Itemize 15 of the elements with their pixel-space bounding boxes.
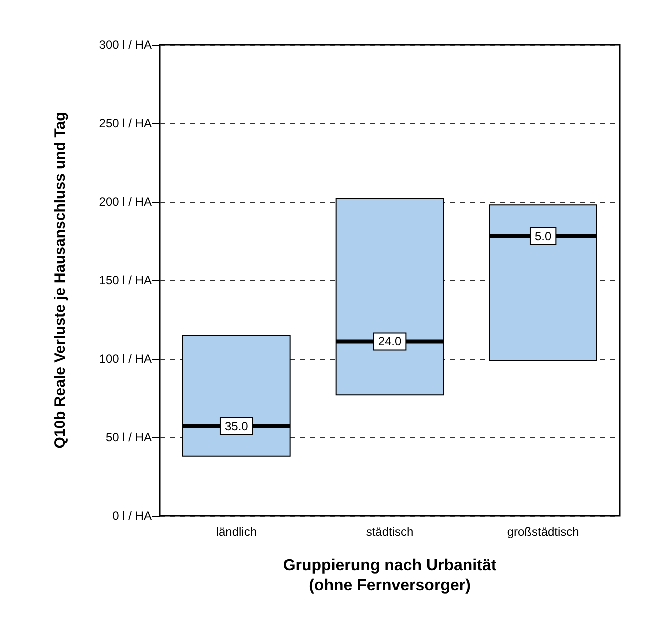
y-tick-label: 200 l / HA bbox=[99, 195, 152, 209]
x-tick-label: großstädtisch bbox=[507, 525, 580, 539]
annotation: 24.0 bbox=[378, 334, 402, 349]
y-tick-label: 100 l / HA bbox=[99, 352, 152, 366]
y-tick-label: 300 l / HA bbox=[99, 38, 152, 52]
annotation: 5.0 bbox=[534, 230, 552, 244]
y-axis-title: Q10b Reale Verluste je Hausanschluss und Tag bbox=[52, 112, 69, 449]
y-tick-label: 0 l / HA bbox=[112, 509, 152, 523]
x-tick-label: städtisch bbox=[366, 525, 414, 539]
annotation: 35.0 bbox=[224, 420, 249, 434]
y-tick-label: 250 l / HA bbox=[99, 116, 152, 130]
y-tick-label: 150 l / HA bbox=[99, 274, 152, 288]
x-axis-title: Gruppierung nach Urbanität (ohne Fernversorger) bbox=[283, 558, 498, 594]
y-tick-label: 50 l / HA bbox=[106, 430, 152, 444]
x-tick-label: ländlich bbox=[216, 525, 258, 539]
